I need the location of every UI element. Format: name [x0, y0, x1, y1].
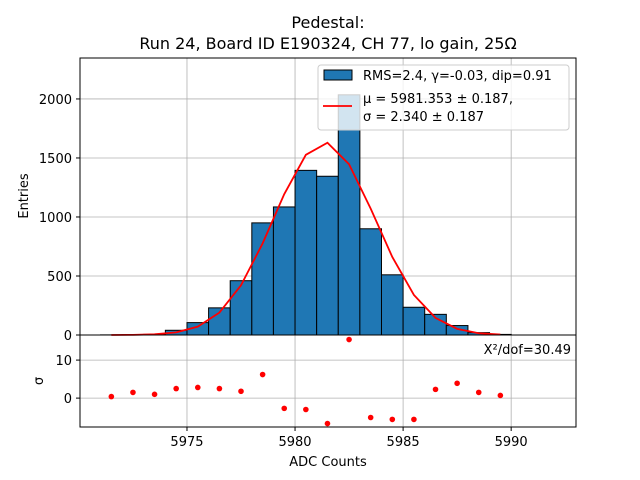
x-tick-label: 5985: [387, 435, 420, 450]
histogram-bar: [380, 274, 404, 336]
main-y-tick-label: 2000: [39, 93, 72, 108]
residual-point: [108, 393, 115, 400]
main-y-tick-label: 1500: [39, 152, 72, 167]
x-axis-label: ADC Counts: [289, 455, 367, 470]
legend: RMS=2.4, γ=-0.03, dip=0.91 μ = 5981.353 …: [317, 64, 570, 131]
histogram-bar: [337, 94, 361, 336]
chi2-annotation: X²/dof=30.49: [484, 343, 571, 358]
legend-frame: [317, 64, 570, 131]
residual-y-tick-label: 10: [55, 354, 72, 369]
main-y-tick-label: 500: [47, 270, 72, 285]
residual-x-ticks: 5975 5980 5985 5990: [170, 427, 528, 450]
residual-axes-frame: [79, 334, 577, 428]
residual-point: [411, 416, 417, 423]
residual-point: [130, 389, 136, 396]
residual-point: [324, 420, 331, 427]
residual-point: [173, 385, 179, 392]
fit-line: [111, 141, 501, 336]
x-tick-label: 5975: [170, 435, 203, 450]
residual-y-ticks: 0 10: [55, 354, 80, 407]
residual-y-tick-label: 0: [64, 392, 72, 407]
residual-point: [454, 380, 460, 387]
x-tick-label: 5980: [278, 435, 311, 450]
main-y-axis-label: Entries: [17, 173, 32, 219]
histogram-bars: [100, 94, 512, 336]
main-y-tick-label: 1000: [39, 211, 72, 226]
residual-grid: [80, 335, 576, 427]
residual-point: [367, 414, 374, 421]
residual-y-axis-label: σ: [32, 377, 47, 385]
x-tick-label: 5990: [495, 435, 528, 450]
residual-point: [238, 388, 244, 395]
residual-point: [194, 384, 201, 391]
residual-point: [303, 406, 309, 413]
histogram-bar: [229, 280, 253, 336]
fit-line-group: [111, 141, 501, 336]
residual-point: [475, 389, 482, 396]
legend-fit-label-line-2: σ = 2.340 ± 0.187: [363, 110, 484, 125]
main-y-tick-label: 0: [64, 329, 72, 344]
legend-histogram-label: RMS=2.4, γ=-0.03, dip=0.91: [363, 69, 552, 84]
residual-point: [281, 405, 288, 412]
residual-points: [108, 336, 504, 427]
histogram-bar: [251, 222, 274, 336]
histogram-bar: [294, 169, 318, 336]
residual-point: [151, 391, 158, 398]
residual-point: [389, 416, 396, 423]
residual-point: [346, 336, 352, 343]
residual-point: [497, 392, 504, 399]
chart-title-line-1: Pedestal:: [291, 13, 364, 32]
residual-point: [259, 371, 266, 378]
main-y-ticks: 0 500 1000 1500 2000: [39, 93, 80, 344]
histogram-bar: [316, 175, 339, 336]
residual-point: [216, 385, 223, 392]
histogram-bar: [272, 206, 296, 336]
histogram-bar: [359, 228, 382, 336]
histogram-bar: [402, 306, 426, 336]
residual-point: [432, 386, 439, 393]
legend-histogram-swatch: [323, 69, 353, 81]
chart-title-line-2: Run 24, Board ID E190324, CH 77, lo gain…: [139, 34, 516, 53]
legend-fit-label-line-1: μ = 5981.353 ± 0.187,: [363, 92, 513, 107]
